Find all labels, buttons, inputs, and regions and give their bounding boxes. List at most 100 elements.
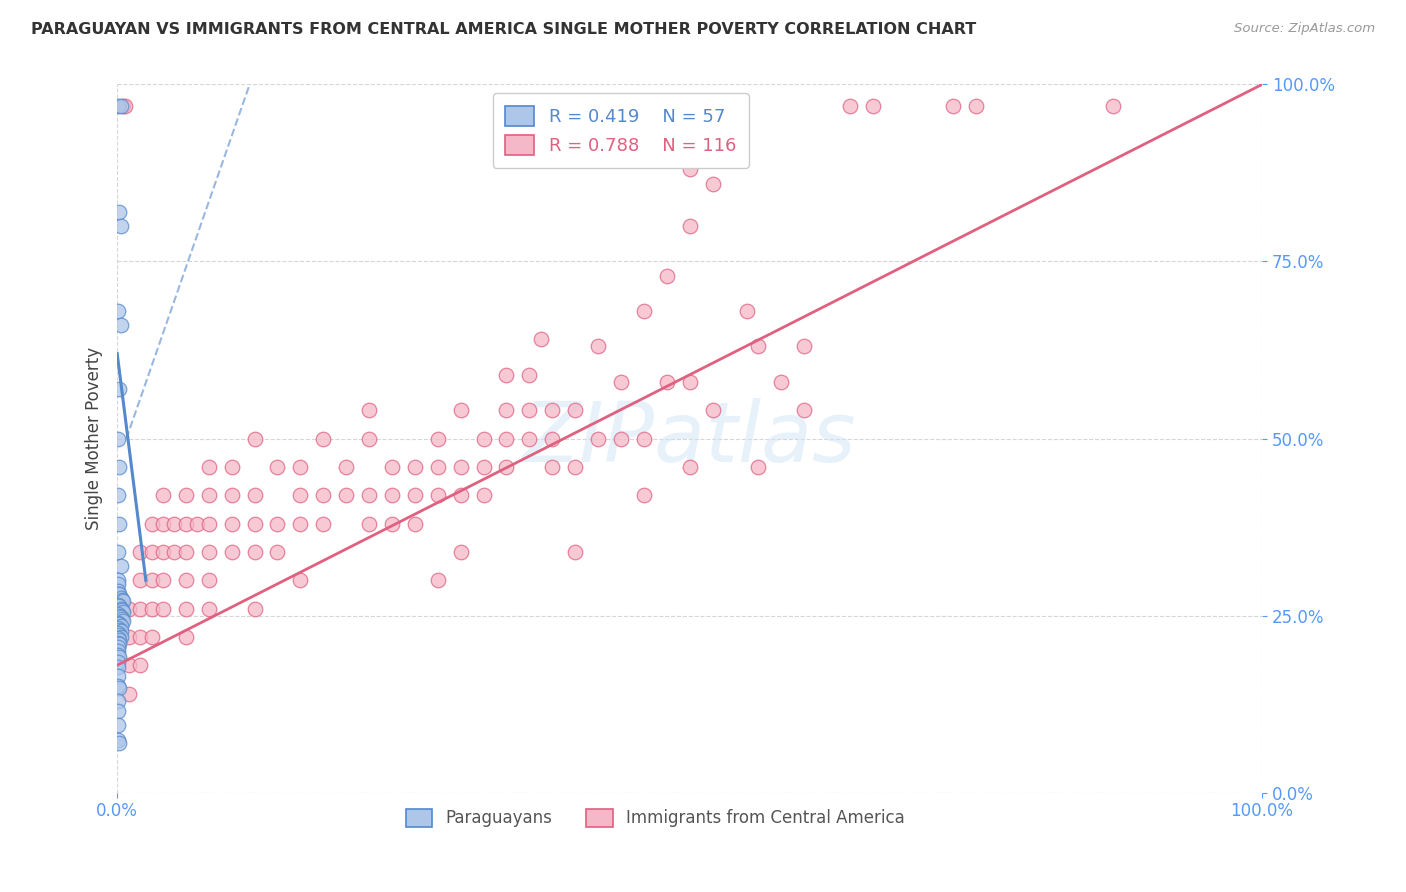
- Point: [107, 576, 129, 591]
- Point: [108, 617, 131, 632]
- Point: [450, 488, 472, 502]
- Point: [107, 304, 129, 318]
- Point: [107, 704, 129, 718]
- Point: [108, 608, 131, 623]
- Point: [381, 459, 404, 474]
- Point: [107, 432, 129, 446]
- Point: [541, 459, 564, 474]
- Point: [357, 516, 380, 531]
- Point: [107, 644, 129, 658]
- Point: [221, 459, 243, 474]
- Point: [633, 432, 655, 446]
- Point: [541, 403, 564, 417]
- Legend: Paraguayans, Immigrants from Central America: Paraguayans, Immigrants from Central Ame…: [399, 802, 911, 834]
- Point: [108, 516, 131, 531]
- Point: [107, 615, 129, 630]
- Point: [197, 459, 219, 474]
- Point: [678, 375, 700, 389]
- Point: [152, 516, 174, 531]
- Point: [152, 601, 174, 615]
- Point: [152, 488, 174, 502]
- Point: [107, 98, 129, 112]
- Point: [312, 488, 335, 502]
- Point: [450, 459, 472, 474]
- Point: [517, 432, 540, 446]
- Point: [678, 219, 700, 233]
- Point: [357, 403, 380, 417]
- Point: [107, 598, 129, 612]
- Point: [111, 603, 134, 617]
- Point: [108, 205, 131, 219]
- Point: [107, 655, 129, 669]
- Point: [117, 601, 139, 615]
- Point: [655, 268, 678, 283]
- Point: [129, 573, 152, 587]
- Point: [107, 626, 129, 640]
- Point: [107, 488, 129, 502]
- Point: [564, 459, 586, 474]
- Point: [107, 648, 129, 662]
- Point: [117, 658, 139, 673]
- Point: [243, 601, 266, 615]
- Point: [107, 583, 129, 598]
- Point: [141, 545, 163, 559]
- Y-axis label: Single Mother Poverty: Single Mother Poverty: [86, 347, 103, 530]
- Point: [108, 628, 131, 642]
- Point: [450, 545, 472, 559]
- Point: [266, 545, 288, 559]
- Point: [197, 601, 219, 615]
- Point: [107, 669, 129, 683]
- Point: [111, 98, 134, 112]
- Point: [243, 488, 266, 502]
- Point: [290, 459, 312, 474]
- Point: [111, 593, 134, 607]
- Point: [633, 304, 655, 318]
- Point: [108, 623, 131, 637]
- Point: [586, 339, 609, 353]
- Text: Source: ZipAtlas.com: Source: ZipAtlas.com: [1234, 22, 1375, 36]
- Point: [107, 607, 129, 622]
- Point: [221, 545, 243, 559]
- Point: [335, 459, 357, 474]
- Point: [221, 516, 243, 531]
- Point: [541, 432, 564, 446]
- Point: [290, 516, 312, 531]
- Point: [163, 516, 186, 531]
- Point: [174, 630, 197, 644]
- Point: [197, 516, 219, 531]
- Point: [110, 610, 132, 624]
- Point: [107, 659, 129, 673]
- Point: [517, 403, 540, 417]
- Point: [290, 573, 312, 587]
- Point: [111, 614, 134, 628]
- Point: [381, 488, 404, 502]
- Point: [747, 459, 769, 474]
- Point: [197, 545, 219, 559]
- Point: [243, 545, 266, 559]
- Point: [152, 545, 174, 559]
- Point: [108, 599, 131, 614]
- Point: [312, 432, 335, 446]
- Point: [564, 545, 586, 559]
- Point: [495, 368, 517, 382]
- Text: PARAGUAYAN VS IMMIGRANTS FROM CENTRAL AMERICA SINGLE MOTHER POVERTY CORRELATION : PARAGUAYAN VS IMMIGRANTS FROM CENTRAL AM…: [31, 22, 976, 37]
- Point: [426, 573, 449, 587]
- Point: [110, 219, 132, 233]
- Point: [110, 591, 132, 605]
- Point: [107, 635, 129, 649]
- Point: [770, 375, 793, 389]
- Point: [404, 459, 426, 474]
- Point: [678, 459, 700, 474]
- Point: [107, 718, 129, 732]
- Point: [357, 488, 380, 502]
- Point: [243, 516, 266, 531]
- Point: [357, 432, 380, 446]
- Point: [965, 98, 987, 112]
- Point: [586, 432, 609, 446]
- Point: [110, 98, 132, 112]
- Point: [495, 432, 517, 446]
- Point: [111, 594, 134, 608]
- Text: ZIPatlas: ZIPatlas: [523, 398, 856, 479]
- Point: [472, 459, 495, 474]
- Point: [610, 375, 633, 389]
